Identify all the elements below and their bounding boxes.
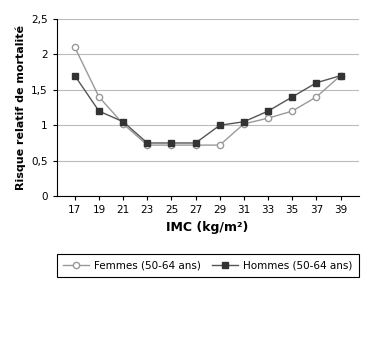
Hommes (50-64 ans) <box>314 81 319 85</box>
Femmes (50-64 ans) <box>290 109 294 113</box>
Hommes (50-64 ans) <box>242 120 246 124</box>
Hommes (50-64 ans) <box>97 109 101 113</box>
Femmes (50-64 ans) <box>242 122 246 126</box>
Femmes (50-64 ans) <box>121 122 125 126</box>
Hommes (50-64 ans) <box>266 109 270 113</box>
Femmes (50-64 ans) <box>266 116 270 120</box>
Femmes (50-64 ans) <box>73 45 77 50</box>
Femmes (50-64 ans) <box>169 143 174 147</box>
Hommes (50-64 ans) <box>73 74 77 78</box>
Hommes (50-64 ans) <box>121 120 125 124</box>
Femmes (50-64 ans) <box>338 74 343 78</box>
Femmes (50-64 ans) <box>193 143 198 147</box>
Hommes (50-64 ans) <box>217 123 222 127</box>
Y-axis label: Risque relatif de mortalité: Risque relatif de mortalité <box>15 25 25 190</box>
Hommes (50-64 ans) <box>145 141 150 145</box>
Femmes (50-64 ans) <box>217 143 222 147</box>
Legend: Femmes (50-64 ans), Hommes (50-64 ans): Femmes (50-64 ans), Hommes (50-64 ans) <box>57 255 358 277</box>
Line: Femmes (50-64 ans): Femmes (50-64 ans) <box>72 44 344 148</box>
Hommes (50-64 ans) <box>338 74 343 78</box>
Femmes (50-64 ans) <box>314 95 319 99</box>
Femmes (50-64 ans) <box>97 95 101 99</box>
Hommes (50-64 ans) <box>169 141 174 145</box>
Line: Hommes (50-64 ans): Hommes (50-64 ans) <box>72 72 344 146</box>
Hommes (50-64 ans) <box>193 141 198 145</box>
Hommes (50-64 ans) <box>290 95 294 99</box>
Femmes (50-64 ans) <box>145 143 150 147</box>
X-axis label: IMC (kg/m²): IMC (kg/m²) <box>166 221 249 234</box>
